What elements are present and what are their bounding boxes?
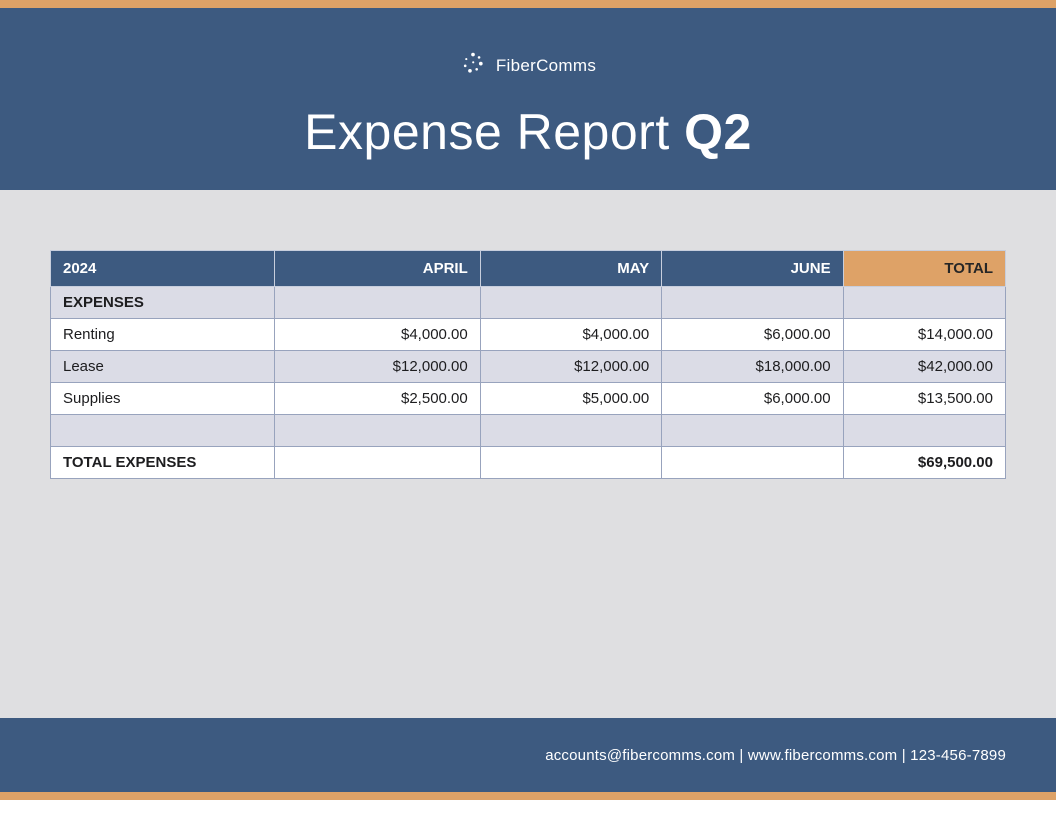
table-row-supplies: Supplies $2,500.00 $5,000.00 $6,000.00 $… (49, 382, 1007, 415)
row-label: Renting (49, 318, 276, 351)
report-header: FiberComms Expense Report Q2 (0, 8, 1056, 190)
total-row-label: TOTAL EXPENSES (49, 446, 276, 479)
brand: FiberComms (460, 50, 596, 81)
report-body: 2024 APRIL MAY JUNE TOTAL EXPENSES (0, 190, 1056, 718)
row-label: Supplies (49, 382, 276, 415)
column-header-may: MAY (479, 250, 663, 287)
empty-cell (661, 414, 844, 447)
section-row-expenses: EXPENSES (49, 286, 1007, 319)
table-row-empty (49, 414, 1007, 447)
cell-total: $14,000.00 (842, 318, 1007, 351)
empty-cell (661, 446, 844, 479)
expense-table: 2024 APRIL MAY JUNE TOTAL EXPENSES (49, 250, 1007, 479)
cell-may: $4,000.00 (479, 318, 663, 351)
total-expenses-value: $69,500.00 (842, 446, 1007, 479)
dots-network-icon (460, 50, 486, 81)
report-footer: accounts@fibercomms.com | www.fibercomms… (0, 718, 1056, 792)
empty-cell (479, 286, 663, 319)
table-row-renting: Renting $4,000.00 $4,000.00 $6,000.00 $1… (49, 318, 1007, 351)
cell-april: $12,000.00 (274, 350, 481, 383)
cell-total: $42,000.00 (842, 350, 1007, 383)
page-title-regular: Expense Report (304, 104, 685, 160)
cell-april: $2,500.00 (274, 382, 481, 415)
bottom-accent-bar (0, 792, 1056, 800)
empty-cell (661, 286, 844, 319)
table-header-row: 2024 APRIL MAY JUNE TOTAL (49, 250, 1007, 287)
cell-april: $4,000.00 (274, 318, 481, 351)
cell-may: $12,000.00 (479, 350, 663, 383)
top-accent-bar (0, 0, 1056, 8)
section-label: EXPENSES (49, 286, 276, 319)
page-title: Expense Report Q2 (304, 103, 752, 161)
column-header-total: TOTAL (842, 250, 1007, 287)
empty-cell (842, 414, 1007, 447)
bottom-margin (0, 800, 1056, 816)
column-header-april: APRIL (274, 250, 481, 287)
cell-total: $13,500.00 (842, 382, 1007, 415)
column-header-year: 2024 (49, 250, 276, 287)
table-row-lease: Lease $12,000.00 $12,000.00 $18,000.00 $… (49, 350, 1007, 383)
page-title-quarter: Q2 (684, 104, 752, 160)
column-header-june: JUNE (661, 250, 844, 287)
empty-cell (274, 286, 481, 319)
cell-june: $6,000.00 (661, 318, 844, 351)
empty-cell (49, 414, 276, 447)
table-row-total-expenses: TOTAL EXPENSES $69,500.00 (49, 446, 1007, 479)
empty-cell (274, 414, 481, 447)
cell-june: $18,000.00 (661, 350, 844, 383)
brand-name: FiberComms (495, 55, 597, 75)
expense-table-wrap: 2024 APRIL MAY JUNE TOTAL EXPENSES (49, 250, 1007, 479)
row-label: Lease (49, 350, 276, 383)
cell-may: $5,000.00 (479, 382, 663, 415)
cell-june: $6,000.00 (661, 382, 844, 415)
empty-cell (274, 446, 481, 479)
empty-cell (479, 446, 663, 479)
empty-cell (479, 414, 663, 447)
empty-cell (842, 286, 1007, 319)
footer-contact-info: accounts@fibercomms.com | www.fibercomms… (545, 746, 1006, 764)
